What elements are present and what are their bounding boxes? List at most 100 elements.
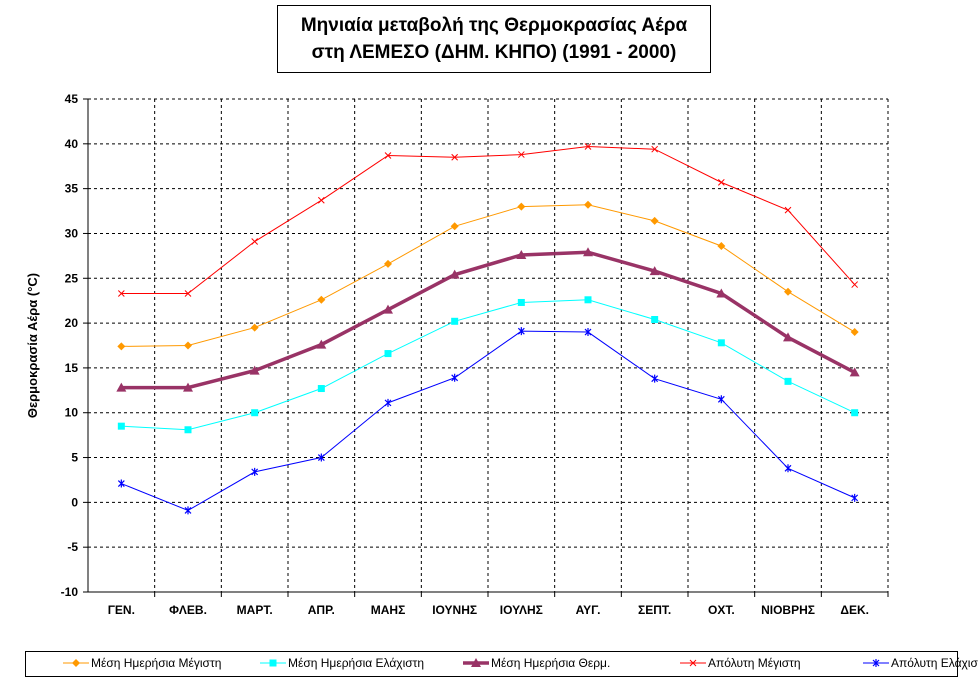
data-point	[651, 145, 659, 153]
data-point	[584, 200, 592, 209]
legend-swatch	[260, 659, 286, 667]
data-point	[517, 327, 525, 336]
data-point	[517, 151, 525, 158]
data-point	[117, 422, 125, 430]
x-tick-label: ΙΟΥΝΗΣ	[432, 603, 477, 617]
y-tick-label: 30	[65, 226, 79, 240]
data-point	[317, 385, 325, 393]
y-tick-label: -10	[61, 585, 79, 599]
data-point	[449, 269, 460, 279]
data-point	[717, 395, 725, 404]
x-tick-label: ΑΠΡ.	[308, 603, 335, 617]
data-point	[384, 350, 392, 358]
y-tick-label: 20	[65, 316, 79, 330]
legend-swatch	[463, 658, 489, 667]
legend-label: Απόλυτη Ελάχιστη	[891, 656, 978, 670]
data-point	[650, 216, 659, 225]
legend-swatch	[680, 659, 706, 667]
legend-label: Μέση Ημερήσια Μέγιστη	[91, 656, 222, 670]
data-point	[717, 339, 725, 347]
legend-item: Μέση Ημερήσια Ελάχιστη	[258, 656, 424, 670]
data-point	[251, 467, 259, 476]
x-tick-label: ΜΑΡΤ.	[237, 603, 273, 617]
data-point	[583, 247, 593, 257]
data-point	[251, 409, 259, 417]
y-tick-label: 15	[65, 361, 79, 375]
data-point	[451, 153, 459, 161]
x-tick-label: ΣΕΠΤ.	[638, 603, 671, 617]
series-line	[121, 330, 855, 511]
x-tick-label: ΜΑΗΣ	[371, 603, 406, 617]
data-point	[384, 259, 392, 268]
legend-label: Απόλυτη Μέγιστη	[708, 656, 801, 670]
y-axis-label: Θερμοκρασία Αέρα (°C)	[25, 273, 40, 418]
data-point	[516, 249, 527, 259]
x-tick-label: ΦΛΕΒ.	[169, 603, 207, 617]
data-point	[784, 464, 792, 473]
data-point	[384, 152, 392, 159]
data-point	[851, 493, 859, 502]
data-point	[783, 332, 793, 342]
data-point	[451, 373, 459, 382]
data-point	[450, 222, 459, 231]
data-point	[784, 287, 792, 296]
series-2	[116, 247, 860, 392]
data-point	[184, 290, 192, 297]
y-tick-label: 45	[65, 92, 79, 106]
legend-item: Απόλυτη Μέγιστη	[678, 656, 801, 670]
data-point	[184, 506, 192, 515]
data-point	[716, 288, 727, 298]
legend-swatch	[63, 659, 89, 667]
x-tick-label: ΓΕΝ.	[108, 603, 135, 617]
legend-marker	[471, 658, 481, 667]
legend-label: Μέση Ημερήσια Ελάχιστη	[288, 656, 425, 670]
data-point	[184, 341, 192, 350]
series-1	[117, 296, 859, 434]
data-point	[251, 238, 259, 245]
data-point	[849, 367, 860, 377]
data-point	[651, 316, 659, 324]
legend-marker	[872, 659, 880, 667]
legend-marker	[269, 659, 277, 667]
series-line	[121, 250, 856, 390]
legend-marker	[689, 659, 697, 667]
data-point	[183, 382, 193, 392]
y-tick-label: -5	[67, 540, 78, 554]
data-point	[517, 298, 525, 306]
y-tick-label: 0	[71, 495, 78, 509]
series-0	[117, 200, 859, 351]
chart-title-line-2: στη ΛΕΜΕΣΟ (ΔΗΜ. ΚΗΠΟ) (1991 - 2000)	[311, 42, 677, 63]
x-tick-label: ΔΕΚ.	[840, 603, 869, 617]
data-point	[384, 398, 392, 407]
legend-item: Απόλυτη Ελάχιστη	[861, 656, 978, 670]
data-point	[249, 365, 260, 375]
legend-swatch	[863, 659, 889, 667]
x-tick-label: ΟΧΤ.	[708, 603, 735, 617]
data-point	[649, 266, 660, 276]
data-point	[784, 377, 792, 385]
legend: Μέση Ημερήσια Μέγιστη Μέση Ημερήσια Ελάχι…	[25, 651, 978, 677]
legend-label: Μέση Ημερήσια Θερμ.	[491, 656, 611, 670]
legend-item: Μέση Ημερήσια Μέγιστη	[61, 656, 221, 670]
data-point	[317, 196, 325, 204]
data-point	[851, 281, 859, 288]
data-point	[316, 339, 327, 349]
legend-item: Μέση Ημερήσια Θερμ.	[461, 656, 610, 670]
y-tick-label: 35	[65, 182, 79, 196]
data-point	[717, 242, 726, 251]
x-tick-label: ΑΥΓ.	[576, 603, 601, 617]
data-point	[117, 342, 126, 351]
data-point	[851, 409, 859, 417]
data-point	[383, 304, 393, 314]
data-point	[717, 179, 725, 186]
y-tick-label: 25	[65, 271, 79, 285]
data-point	[117, 479, 125, 488]
series-4	[117, 327, 859, 515]
data-point	[517, 202, 526, 211]
series-line	[121, 146, 856, 295]
chart-title: Μηνιαία μεταβολή της Θερμοκρασίας Αέρα σ…	[277, 5, 711, 73]
y-tick-label: 40	[65, 137, 79, 151]
data-point	[784, 206, 792, 214]
